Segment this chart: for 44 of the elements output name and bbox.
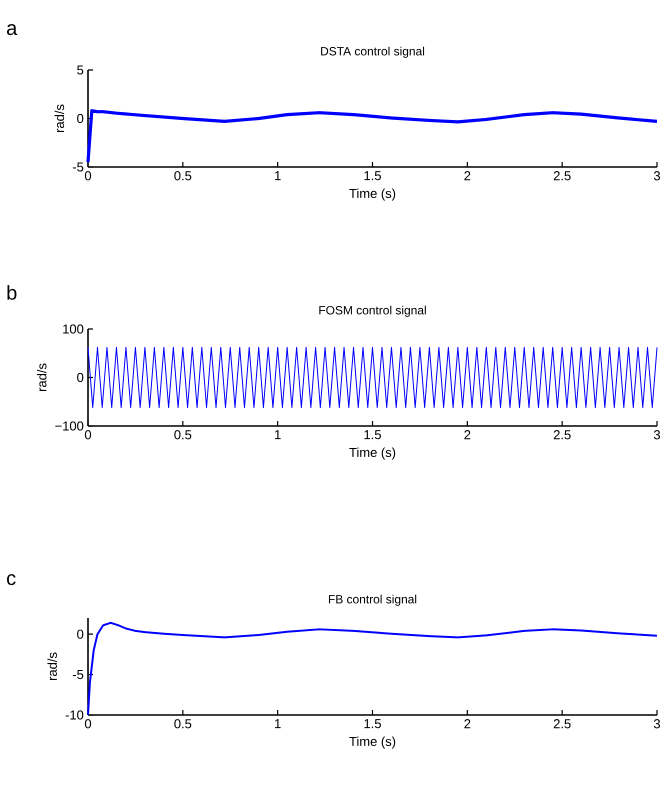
chart-title: FB control signal [328, 594, 416, 606]
x-tick-label: 3 [654, 430, 660, 440]
y-axis-title: rad/s [54, 104, 64, 132]
line-series [87, 622, 658, 716]
x-tick-label: 1 [275, 719, 281, 728]
y-tick-label: 100 [63, 324, 84, 334]
x-tick-label: 1.5 [364, 430, 381, 440]
x-tick-label: 2.5 [554, 430, 571, 440]
y-tick-label: 5 [77, 65, 84, 75]
y-tick-label: -5 [72, 670, 84, 680]
x-axis-title: Time (s) [349, 448, 396, 460]
text: c [7, 574, 16, 586]
chart-title: FOSM control signal [319, 306, 426, 317]
y-tick-label: 0 [77, 114, 84, 124]
y-tick-label: −100 [55, 421, 84, 431]
x-tick-label: 2 [464, 430, 470, 440]
x-tick-label: 1.5 [364, 171, 381, 180]
x-tick-label: 2.5 [554, 719, 571, 728]
x-tick-label: 1.5 [364, 719, 381, 728]
y-tick-label: -10 [66, 710, 84, 720]
x-tick-label: 1 [275, 430, 281, 440]
y-tick-label: -5 [72, 162, 84, 172]
x-tick-label: 0.5 [174, 719, 192, 728]
y-tick-label: 0 [77, 630, 84, 639]
x-tick-label: 2.5 [554, 171, 571, 180]
x-tick-label: 0 [84, 430, 92, 440]
x-tick-label: 2 [464, 171, 470, 180]
text: b [7, 285, 16, 300]
line-series [86, 109, 659, 164]
x-axis-title: Time (s) [349, 736, 396, 749]
chart-title: DSTA control signal [321, 46, 424, 58]
y-tick-label: 0 [77, 372, 84, 382]
x-tick-label: 3 [654, 719, 660, 728]
x-tick-label: 0 [84, 719, 92, 728]
y-axis-title: rad/s [36, 364, 46, 392]
x-tick-label: 2 [464, 719, 470, 728]
x-tick-label: 1 [275, 171, 281, 180]
x-tick-label: 0.5 [174, 430, 192, 440]
x-tick-label: 0.5 [174, 171, 192, 180]
x-axis-title: Time (s) [349, 188, 396, 201]
text: a [7, 24, 18, 36]
x-tick-label: 3 [654, 171, 660, 180]
y-axis-title: rad/s [47, 652, 57, 680]
x-tick-label: 0 [84, 171, 92, 180]
